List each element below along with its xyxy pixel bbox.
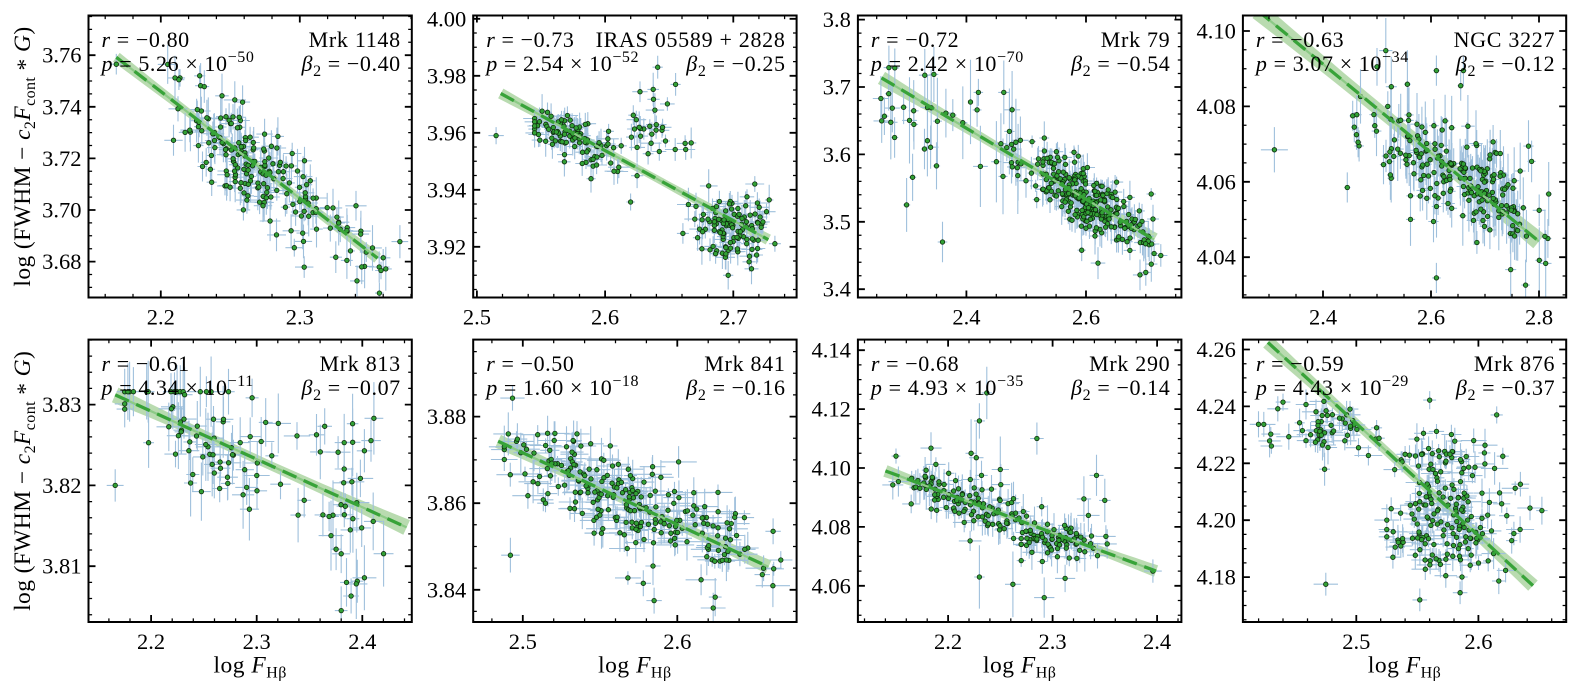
svg-text:2.6: 2.6 [591, 305, 619, 330]
svg-text:β2 = −0.12: β2 = −0.12 [1455, 51, 1555, 80]
svg-text:4.20: 4.20 [1197, 508, 1236, 533]
svg-text:3.94: 3.94 [427, 177, 466, 202]
svg-text:2.2: 2.2 [934, 629, 962, 654]
svg-text:3.82: 3.82 [42, 473, 81, 498]
svg-text:3.72: 3.72 [42, 146, 81, 171]
svg-text:4.24: 4.24 [1197, 394, 1236, 419]
svg-text:2.8: 2.8 [1525, 305, 1553, 330]
svg-text:log (FWHM − c2Fcont * G): log (FWHM − c2Fcont * G) [10, 351, 39, 611]
svg-text:3.5: 3.5 [823, 209, 851, 234]
svg-text:p = 4.93 × 10−35: p = 4.93 × 10−35 [869, 373, 1024, 400]
svg-text:2.6: 2.6 [1464, 629, 1492, 654]
svg-text:β2 = −0.14: β2 = −0.14 [1070, 375, 1170, 404]
svg-text:4.26: 4.26 [1197, 337, 1236, 362]
svg-text:3.76: 3.76 [42, 43, 81, 68]
svg-text:2.4: 2.4 [1309, 305, 1337, 330]
svg-text:3.4: 3.4 [823, 277, 851, 302]
svg-text:Mrk 813: Mrk 813 [320, 351, 401, 376]
svg-text:β2 = −0.54: β2 = −0.54 [1070, 51, 1170, 80]
svg-text:3.84: 3.84 [427, 577, 466, 602]
svg-text:Mrk 79: Mrk 79 [1101, 27, 1171, 52]
svg-text:2.6: 2.6 [1417, 305, 1445, 330]
svg-text:Mrk 841: Mrk 841 [704, 351, 785, 376]
svg-text:2.5: 2.5 [463, 305, 491, 330]
svg-text:4.10: 4.10 [812, 456, 851, 481]
svg-text:3.98: 3.98 [427, 63, 466, 88]
svg-text:Mrk 1148: Mrk 1148 [309, 27, 401, 52]
svg-text:2.4: 2.4 [1143, 629, 1171, 654]
svg-text:2.6: 2.6 [1072, 305, 1100, 330]
svg-text:3.6: 3.6 [823, 142, 851, 167]
svg-text:2.2: 2.2 [147, 305, 175, 330]
svg-text:β2 = −0.07: β2 = −0.07 [301, 375, 401, 404]
svg-text:4.10: 4.10 [1197, 19, 1236, 44]
svg-text:4.22: 4.22 [1197, 451, 1236, 476]
svg-text:r = −0.80: r = −0.80 [102, 27, 190, 52]
svg-text:2.4: 2.4 [348, 629, 376, 654]
svg-text:4.06: 4.06 [812, 573, 851, 598]
svg-text:2.3: 2.3 [243, 629, 271, 654]
svg-text:2.7: 2.7 [719, 305, 747, 330]
svg-text:NGC 3227: NGC 3227 [1454, 27, 1556, 52]
svg-text:3.81: 3.81 [42, 554, 81, 579]
svg-text:2.2: 2.2 [137, 629, 165, 654]
svg-text:r = −0.50: r = −0.50 [486, 351, 574, 376]
svg-text:3.88: 3.88 [427, 404, 466, 429]
svg-text:3.86: 3.86 [427, 491, 466, 516]
svg-text:2.5: 2.5 [1342, 629, 1370, 654]
svg-text:2.6: 2.6 [663, 629, 691, 654]
svg-text:r = −0.72: r = −0.72 [871, 27, 959, 52]
svg-text:3.74: 3.74 [42, 94, 81, 119]
svg-text:log (FWHM − c2Fcont * G): log (FWHM − c2Fcont * G) [10, 26, 39, 286]
svg-text:r = −0.59: r = −0.59 [1256, 351, 1344, 376]
svg-text:4.04: 4.04 [1197, 245, 1236, 270]
svg-text:4.14: 4.14 [812, 338, 851, 363]
svg-text:4.12: 4.12 [812, 397, 851, 422]
svg-text:4.18: 4.18 [1197, 565, 1236, 590]
svg-text:r = −0.73: r = −0.73 [486, 27, 574, 52]
svg-text:3.92: 3.92 [427, 234, 466, 259]
svg-text:3.70: 3.70 [42, 198, 81, 223]
svg-text:log FHβ: log FHβ [213, 653, 286, 682]
svg-text:4.08: 4.08 [1197, 94, 1236, 119]
svg-text:4.08: 4.08 [812, 514, 851, 539]
svg-text:2.3: 2.3 [286, 305, 314, 330]
svg-text:Mrk 290: Mrk 290 [1089, 351, 1170, 376]
svg-text:4.06: 4.06 [1197, 169, 1236, 194]
svg-text:r = −0.68: r = −0.68 [871, 351, 959, 376]
svg-text:Mrk 876: Mrk 876 [1474, 351, 1555, 376]
svg-text:4.00: 4.00 [427, 6, 466, 31]
svg-text:2.3: 2.3 [1039, 629, 1067, 654]
svg-text:3.7: 3.7 [823, 75, 851, 100]
svg-text:r = −0.61: r = −0.61 [102, 351, 190, 376]
svg-text:r = −0.63: r = −0.63 [1256, 27, 1344, 52]
svg-text:β2 = −0.40: β2 = −0.40 [301, 51, 401, 80]
svg-text:β2 = −0.16: β2 = −0.16 [685, 375, 785, 404]
svg-text:2.4: 2.4 [952, 305, 980, 330]
svg-text:p = 2.54 × 10−52: p = 2.54 × 10−52 [484, 49, 639, 76]
svg-text:β2 = −0.25: β2 = −0.25 [685, 51, 785, 80]
svg-text:β2 = −0.37: β2 = −0.37 [1455, 375, 1555, 404]
svg-text:3.96: 3.96 [427, 120, 466, 145]
svg-text:3.83: 3.83 [42, 392, 81, 417]
svg-text:3.8: 3.8 [823, 7, 851, 32]
svg-text:2.5: 2.5 [509, 629, 537, 654]
svg-text:3.68: 3.68 [42, 249, 81, 274]
svg-text:IRAS 05589 + 2828: IRAS 05589 + 2828 [596, 27, 786, 52]
